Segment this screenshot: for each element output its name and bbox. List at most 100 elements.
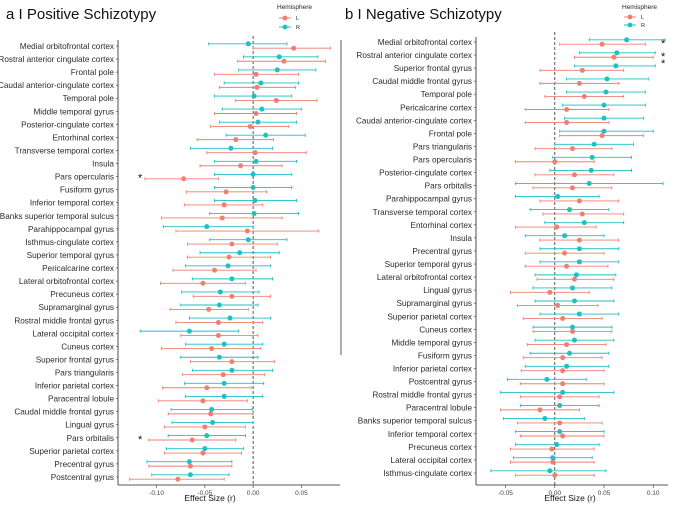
- point-r: [221, 380, 227, 386]
- y-label-inferior-temporal-cortex: Inferior temporal cortex: [388, 430, 472, 439]
- point-l: [226, 254, 232, 260]
- y-label-lingual-gyrus: Lingual gyrus: [65, 421, 114, 430]
- point-l: [569, 185, 575, 191]
- x-ticks: -0.10 -0.05 0.00 0.05: [118, 484, 340, 497]
- series-l: [129, 45, 331, 482]
- point-r: [624, 37, 630, 43]
- point-r: [544, 376, 550, 382]
- point-r: [216, 354, 222, 360]
- y-label-lingual-gyrus: Lingual gyrus: [423, 286, 472, 295]
- significance-marker: *: [138, 173, 143, 185]
- x-tick-label: -0.10: [149, 490, 164, 497]
- point-l: [209, 346, 215, 352]
- point-r: [567, 207, 573, 213]
- y-label-lateral-occipital-cortex: Lateral occipital cortex: [391, 456, 472, 465]
- point-l: [576, 237, 582, 243]
- significance-marker: *: [661, 38, 666, 50]
- x-tick-label: -0.05: [197, 490, 212, 497]
- point-l: [223, 189, 229, 195]
- point-l: [564, 120, 570, 126]
- point-r: [209, 406, 215, 412]
- y-tick-labels: Medial orbitofrontal cortex Rostral anter…: [0, 42, 118, 482]
- point-l: [569, 329, 575, 335]
- point-r: [550, 455, 556, 461]
- y-label-middle-temporal-gyrus: Middle temporal gyrus: [33, 107, 114, 116]
- y-label-medial-orbitofrontal-cortex: Medial orbitofrontal cortex: [378, 38, 472, 47]
- point-r: [571, 298, 577, 304]
- y-label-caudal-middle-frontal-gyrus: Caudal middle frontal gyrus: [372, 77, 472, 86]
- point-r: [251, 93, 257, 99]
- y-label-posterior-cingulate-cortex: Posterior-cingulate cortex: [379, 169, 472, 178]
- point-l: [562, 250, 568, 256]
- y-label-superior-parietal-cortex: Superior parietal cortex: [29, 447, 114, 456]
- y-label-pericalcarine-cortex: Pericalcarine cortex: [42, 264, 114, 273]
- y-label-supramarginal-gyrus: Supramarginal gyrus: [396, 299, 472, 308]
- point-r: [589, 154, 595, 160]
- legend-entry-r: R: [624, 22, 645, 29]
- point-l: [253, 71, 259, 77]
- point-l: [560, 355, 566, 361]
- point-l: [564, 263, 570, 269]
- point-r: [187, 472, 193, 478]
- point-l: [208, 411, 214, 417]
- point-r: [603, 89, 609, 95]
- x-tick-label: 0.00: [548, 490, 561, 497]
- point-l: [254, 84, 260, 90]
- point-l: [187, 463, 193, 469]
- point-r: [560, 389, 566, 395]
- y-label-frontal-pole: Frontal pole: [429, 129, 473, 138]
- point-r: [547, 468, 553, 474]
- point-l: [291, 45, 297, 51]
- point-r: [601, 115, 607, 121]
- y-label-caudal-anterior-cingulate-cortex: Caudal anterior-cingulate cortex: [0, 81, 114, 90]
- point-l: [215, 333, 221, 339]
- y-label-superior-frontal-gyrus: Superior frontal gyrus: [36, 355, 114, 364]
- x-axis-title: Effect Size (r): [184, 493, 235, 503]
- point-r: [186, 459, 192, 465]
- y-label-caudal-anterior-cingulate-cortex: Caudal anterior-cingulate cortex: [356, 116, 472, 125]
- y-label-middle-temporal-gyrus: Middle temporal gyrus: [391, 338, 472, 347]
- panel-negative-schizotypy: b I Negative Schizotypy Hemisphere L R M…: [345, 4, 668, 503]
- point-r: [251, 211, 257, 217]
- y-label-superior-parietal-cortex: Superior parietal cortex: [387, 312, 472, 321]
- point-r: [245, 41, 251, 47]
- point-l: [611, 54, 617, 60]
- y-label-lateral-orbitofrontal-cortex: Lateral orbitofrontal cortex: [377, 273, 472, 282]
- y-label-insula: Insula: [450, 234, 472, 243]
- point-l: [552, 159, 558, 165]
- point-r: [557, 402, 563, 408]
- point-l: [229, 359, 235, 365]
- point-l: [219, 215, 225, 221]
- point-l: [557, 394, 563, 400]
- legend-r-swatch-dot: [627, 22, 633, 28]
- point-l: [252, 150, 258, 156]
- significance-marker: *: [138, 434, 143, 446]
- point-r: [204, 433, 210, 439]
- y-label-precuneus-cortex: Precuneus cortex: [50, 290, 114, 299]
- y-label-entorhinal-cortex: Entorhinal cortex: [411, 221, 472, 230]
- point-r: [604, 76, 610, 82]
- point-l: [281, 58, 287, 64]
- point-r: [586, 180, 592, 186]
- point-r: [601, 128, 607, 134]
- point-r: [259, 106, 265, 112]
- legend-title: Hemisphere: [622, 4, 657, 11]
- y-label-paracentral-lobule: Paracentral lobule: [48, 395, 114, 404]
- point-l: [220, 372, 226, 378]
- x-tick-label: 0.00: [247, 490, 260, 497]
- point-l: [229, 241, 235, 247]
- point-r: [614, 50, 620, 56]
- x-tick-label: -0.05: [498, 490, 513, 497]
- point-l: [233, 137, 239, 143]
- x-axis-title: Effect Size (r): [544, 493, 595, 503]
- legend-entry-l: L: [279, 15, 299, 22]
- point-r: [613, 63, 619, 69]
- point-l: [564, 342, 570, 348]
- panel-title: a I Positive Schizotypy: [6, 6, 157, 23]
- legend-title: Hemisphere: [277, 4, 312, 11]
- y-label-fusiform-gyrus: Fusiform gyrus: [60, 186, 114, 195]
- significance-marker: *: [661, 51, 666, 63]
- y-label-banks-superior-temporal-sulcus: Banks superior temporal sulcus: [358, 417, 472, 426]
- x-ticks: -0.05 0.00 0.05 0.10: [476, 484, 668, 497]
- point-l: [189, 437, 195, 443]
